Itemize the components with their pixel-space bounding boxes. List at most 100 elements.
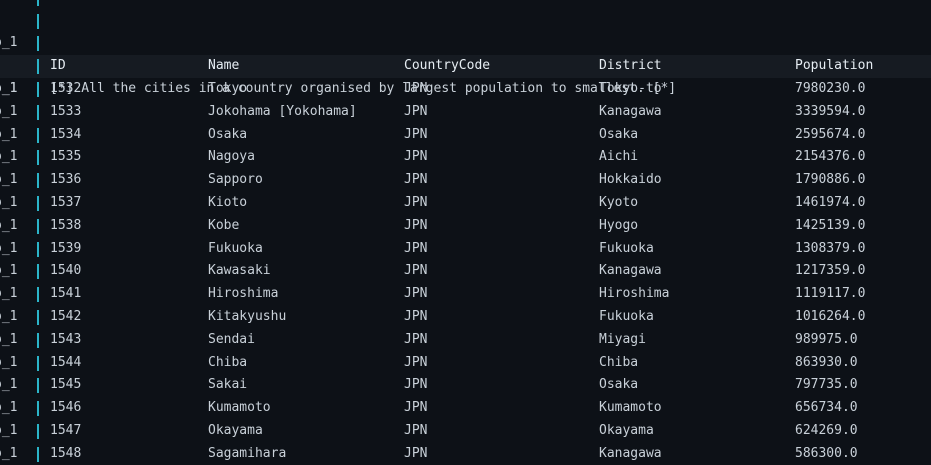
container-prefix: o_1 xyxy=(0,331,18,347)
cell-id: 1543 xyxy=(50,331,82,347)
cell-district: Aichi xyxy=(599,149,639,165)
cell-district: Hokkaido xyxy=(599,172,662,188)
cell-population: 1425139.0 xyxy=(795,217,866,233)
column-header-id: ID xyxy=(50,58,66,74)
log-separator-bar xyxy=(37,332,39,348)
cell-name: Sendai xyxy=(208,331,255,347)
log-separator-bar xyxy=(37,355,39,371)
cell-id: 1539 xyxy=(50,240,82,256)
container-prefix: o_1 xyxy=(0,149,18,165)
cell-id: 1548 xyxy=(50,445,82,461)
log-separator-bar xyxy=(37,0,39,6)
container-prefix: o_1 xyxy=(0,80,18,96)
cell-id: 1532 xyxy=(50,80,82,96)
table-row: o_1 1535 Nagoya JPN Aichi 2154376.0 xyxy=(0,146,931,169)
container-prefix: o_1 xyxy=(0,194,18,210)
cell-name: Hiroshima xyxy=(208,286,279,302)
container-prefix: o_1 xyxy=(0,35,18,51)
table-row: o_1 1541 Hiroshima JPN Hiroshima 1119117.0 xyxy=(0,283,931,306)
cell-population: 656734.0 xyxy=(795,400,858,416)
container-prefix: o_1 xyxy=(0,445,18,461)
cell-population: 2154376.0 xyxy=(795,149,866,165)
cell-population: 624269.0 xyxy=(795,422,858,438)
column-header-name: Name xyxy=(208,58,240,74)
cell-countrycode: JPN xyxy=(404,172,428,188)
cell-district: Hyogo xyxy=(599,217,639,233)
cell-id: 1536 xyxy=(50,172,82,188)
cell-id: 1535 xyxy=(50,149,82,165)
column-header-district: District xyxy=(599,58,662,74)
container-prefix: o_1 xyxy=(0,126,18,142)
cell-population: 989975.0 xyxy=(795,331,858,347)
log-separator-bar xyxy=(37,195,39,211)
table-row: o_1 1540 Kawasaki JPN Kanagawa 1217359.0 xyxy=(0,260,931,283)
cell-district: Tokyo-to xyxy=(599,80,662,96)
cell-name: Jokohama [Yokohama] xyxy=(208,103,357,119)
table-row: o_1 1533 Jokohama [Yokohama] JPN Kanagawa 333… xyxy=(0,101,931,124)
cell-district: Kanagawa xyxy=(599,445,662,461)
cell-name: Sagamihara xyxy=(208,445,287,461)
table-row: o_1 1546 Kumamoto JPN Kumamoto 656734.0 xyxy=(0,397,931,420)
table-row: o_1 1548 Sagamihara JPN Kanagawa 586300.0 xyxy=(0,443,931,465)
table-row: o_1 1543 Sendai JPN Miyagi 989975.0 xyxy=(0,329,931,352)
log-separator-bar xyxy=(37,81,39,97)
table-row: o_1 1536 Sapporo JPN Hokkaido 1790886.0 xyxy=(0,169,931,192)
cell-district: Kumamoto xyxy=(599,400,662,416)
container-prefix: o_1 xyxy=(0,172,18,188)
cell-id: 1533 xyxy=(50,103,82,119)
cell-countrycode: JPN xyxy=(404,354,428,370)
cell-countrycode: JPN xyxy=(404,377,428,393)
cell-id: 1534 xyxy=(50,126,82,142)
table-row: o_1 1545 Sakai JPN Osaka 797735.0 xyxy=(0,374,931,397)
container-prefix: o_1 xyxy=(0,400,18,416)
log-separator-bar xyxy=(37,36,39,52)
cell-countrycode: JPN xyxy=(404,103,428,119)
log-separator-bar xyxy=(37,446,39,462)
cell-id: 1538 xyxy=(50,217,82,233)
cell-population: 1016264.0 xyxy=(795,308,866,324)
log-separator-bar xyxy=(37,378,39,394)
container-prefix: o_1 xyxy=(0,103,18,119)
cell-name: Okayama xyxy=(208,422,263,438)
terminal-line-partial xyxy=(0,0,931,10)
container-prefix: o_1 xyxy=(0,217,18,233)
table-row: o_1 1539 Fukuoka JPN Fukuoka 1308379.0 xyxy=(0,238,931,261)
cell-countrycode: JPN xyxy=(404,422,428,438)
cell-countrycode: JPN xyxy=(404,263,428,279)
cell-countrycode: JPN xyxy=(404,240,428,256)
cell-population: 1119117.0 xyxy=(795,286,866,302)
cell-name: Kitakyushu xyxy=(208,308,287,324)
table-row: o_1 1537 Kioto JPN Kyoto 1461974.0 xyxy=(0,192,931,215)
cell-id: 1540 xyxy=(50,263,82,279)
table-row: o_1 1542 Kitakyushu JPN Fukuoka 1016264.0 xyxy=(0,306,931,329)
cell-countrycode: JPN xyxy=(404,149,428,165)
log-separator-bar xyxy=(37,218,39,234)
cell-population: 863930.0 xyxy=(795,354,858,370)
cell-name: Sapporo xyxy=(208,172,263,188)
cell-countrycode: JPN xyxy=(404,445,428,461)
cell-district: Hiroshima xyxy=(599,286,670,302)
cell-name: Kobe xyxy=(208,217,240,233)
container-prefix: o_1 xyxy=(0,308,18,324)
cell-district: Fukuoka xyxy=(599,240,654,256)
log-separator-bar xyxy=(37,423,39,439)
cell-id: 1547 xyxy=(50,422,82,438)
cell-name: Osaka xyxy=(208,126,248,142)
log-separator-bar xyxy=(37,264,39,280)
cell-population: 797735.0 xyxy=(795,377,858,393)
cell-population: 1308379.0 xyxy=(795,240,866,256)
cell-population: 3339594.0 xyxy=(795,103,866,119)
container-prefix: o_1 xyxy=(0,377,18,393)
cell-id: 1546 xyxy=(50,400,82,416)
cell-countrycode: JPN xyxy=(404,286,428,302)
cell-name: Fukuoka xyxy=(208,240,263,256)
terminal-line-blank: o_1 xyxy=(0,32,931,73)
cell-countrycode: JPN xyxy=(404,308,428,324)
cell-district: Osaka xyxy=(599,126,639,142)
cell-countrycode: JPN xyxy=(404,331,428,347)
container-prefix: o_1 xyxy=(0,240,18,256)
column-header-countrycode: CountryCode xyxy=(404,58,491,74)
cell-name: Kumamoto xyxy=(208,400,271,416)
column-header-population: Population xyxy=(795,58,874,74)
